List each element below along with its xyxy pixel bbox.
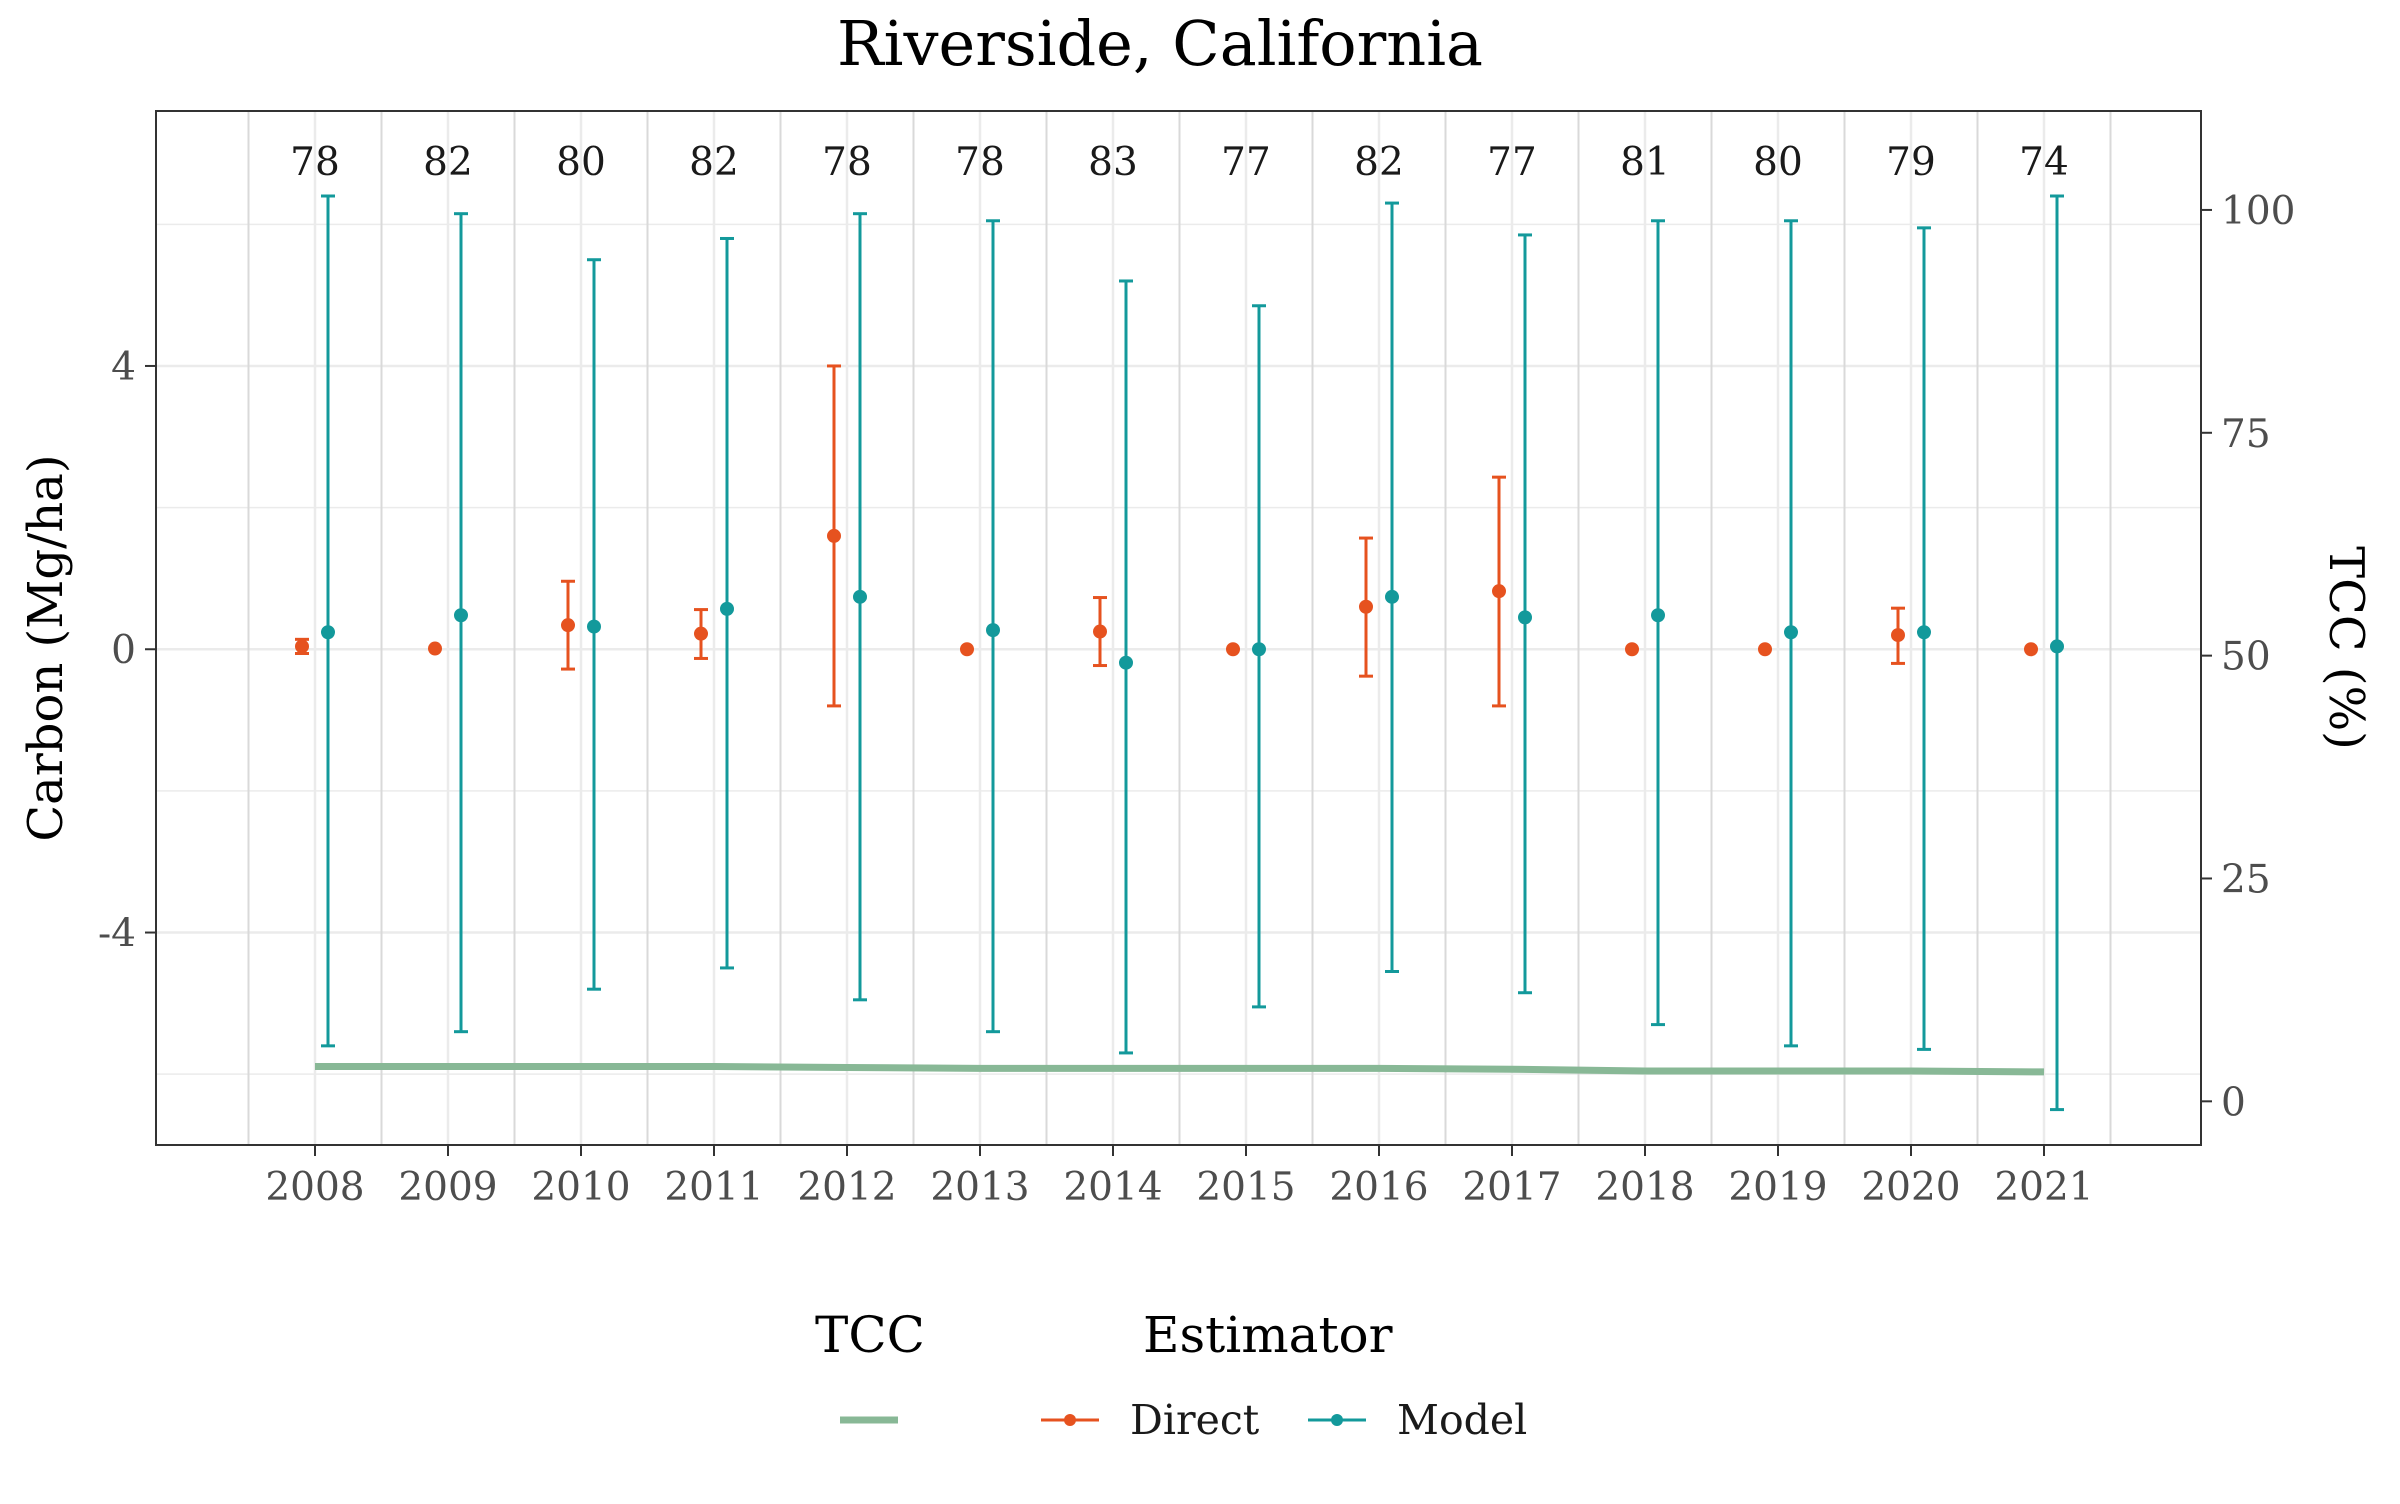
model-point	[1784, 625, 1798, 640]
x-tick-label: 2008	[265, 1165, 364, 1210]
legend-key-direct-point	[1064, 1414, 1076, 1426]
x-tick-label: 2021	[1994, 1165, 2093, 1210]
y-tick-label: 4	[111, 345, 136, 390]
count-label: 78	[290, 140, 340, 185]
y-tick-label: -4	[98, 912, 136, 957]
series-layer	[295, 194, 2064, 1112]
y2-tick-label: 25	[2221, 857, 2271, 902]
direct-point	[960, 642, 974, 657]
x-tick-label: 2019	[1728, 1165, 1827, 1210]
direct-point	[1758, 642, 1772, 657]
model-point	[1252, 642, 1266, 657]
direct-point	[1891, 628, 1905, 643]
direct-point	[561, 618, 575, 633]
x-tick-label: 2009	[398, 1165, 497, 1210]
chart-title: Riverside, California	[837, 7, 1483, 80]
x-tick-label: 2013	[930, 1165, 1029, 1210]
count-label: 77	[1487, 140, 1537, 185]
count-label: 74	[2019, 140, 2069, 185]
x-tick-label: 2015	[1196, 1165, 1295, 1210]
x-tick-label: 2011	[664, 1165, 763, 1210]
direct-point	[295, 639, 309, 654]
direct-point	[1093, 624, 1107, 639]
model-point	[853, 589, 867, 604]
x-tick-label: 2010	[531, 1165, 630, 1210]
model-point	[1518, 610, 1532, 625]
count-label: 82	[423, 140, 473, 185]
direct-point	[827, 528, 841, 543]
x-tick-label: 2014	[1063, 1165, 1162, 1210]
legend-title-tcc: TCC	[815, 1306, 925, 1364]
x-tick-label: 2016	[1329, 1165, 1428, 1210]
legend-title-estimator: Estimator	[1143, 1306, 1393, 1364]
model-point	[454, 608, 468, 623]
model-point	[1119, 655, 1133, 670]
legend-label-model: Model	[1397, 1396, 1527, 1444]
tcc-layer	[315, 1063, 2045, 1076]
legend-item-model: Model	[1308, 1396, 1527, 1444]
axes-layer: 2008 2009 2010 2011 2012 2013 2014 2015 2016 2017…	[98, 189, 2295, 1210]
legend: TCC Estimator Direct Model	[815, 1306, 1527, 1444]
legend-label-direct: Direct	[1130, 1396, 1260, 1444]
model-point	[587, 619, 601, 634]
count-label: 77	[1221, 140, 1271, 185]
x-tick-label: 2018	[1595, 1165, 1694, 1210]
direct-point	[2024, 642, 2038, 657]
count-label: 81	[1620, 140, 1670, 185]
count-label: 80	[556, 140, 606, 185]
model-point	[2050, 639, 2064, 654]
count-label: 78	[955, 140, 1005, 185]
count-label: 82	[1354, 140, 1404, 185]
direct-point	[1359, 599, 1373, 614]
legend-item-direct: Direct	[1041, 1396, 1260, 1444]
direct-point	[1492, 584, 1506, 599]
count-label: 83	[1088, 140, 1138, 185]
model-point	[1385, 589, 1399, 604]
model-point	[986, 623, 1000, 638]
y2-tick-label: 50	[2221, 635, 2271, 680]
y-tick-label: 0	[111, 628, 136, 673]
tcc-line	[315, 1063, 2045, 1076]
grid-layer	[156, 111, 2201, 1145]
y2-tick-label: 75	[2221, 412, 2271, 457]
model-point	[1651, 608, 1665, 623]
direct-point	[1625, 642, 1639, 657]
direct-point	[1226, 642, 1240, 657]
model-point	[321, 625, 335, 640]
y2-tick-label: 0	[2221, 1080, 2246, 1125]
y2-axis-title: TCC (%)	[2318, 546, 2374, 750]
direct-point	[428, 641, 442, 656]
legend-key-model-point	[1331, 1414, 1343, 1426]
x-tick-label: 2017	[1462, 1165, 1561, 1210]
model-point	[720, 601, 734, 616]
x-tick-label: 2020	[1861, 1165, 1960, 1210]
y2-tick-label: 100	[2221, 189, 2295, 234]
count-label: 82	[689, 140, 739, 185]
model-point	[1917, 625, 1931, 640]
y-axis-title: Carbon (Mg/ha)	[18, 454, 74, 841]
panel-border	[155, 110, 2202, 1146]
count-label: 78	[822, 140, 872, 185]
x-tick-label: 2012	[797, 1165, 896, 1210]
counts-layer: 78 82 80 82 78 78 83 77 82 77 81 80 79 74	[290, 140, 2069, 185]
direct-point	[694, 626, 708, 641]
count-label: 80	[1753, 140, 1803, 185]
count-label: 79	[1886, 140, 1936, 185]
